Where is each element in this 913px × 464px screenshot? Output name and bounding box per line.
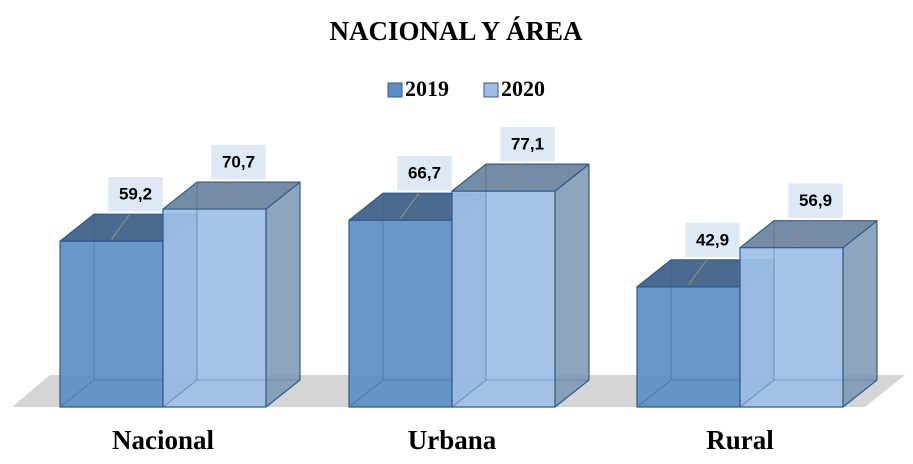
data-label: 56,9 xyxy=(799,191,832,210)
data-label-box xyxy=(683,221,742,259)
leader-line xyxy=(791,219,811,247)
leader-line xyxy=(111,212,131,240)
bar-edge xyxy=(451,379,487,408)
bar-side xyxy=(265,181,301,408)
bar xyxy=(636,286,741,408)
legend-label: 2019 xyxy=(405,76,449,101)
bar-edge xyxy=(739,379,775,408)
data-label: 59,2 xyxy=(119,185,152,204)
bar xyxy=(162,208,267,408)
data-label: 42,9 xyxy=(696,230,729,249)
data-label: 70,7 xyxy=(222,153,255,172)
data-label: 66,7 xyxy=(408,164,441,183)
bar-edge xyxy=(636,379,672,408)
data-label-box xyxy=(106,175,165,213)
bar xyxy=(348,219,453,408)
data-label-box xyxy=(209,143,268,181)
bar-side xyxy=(842,220,878,408)
x-tick-label: Rural xyxy=(706,425,774,455)
data-label-box xyxy=(786,181,845,220)
bar-side xyxy=(554,163,590,408)
bar-edge xyxy=(348,379,384,408)
data-label: 77,1 xyxy=(511,135,544,154)
leader-line xyxy=(688,258,708,286)
bar-edge xyxy=(162,379,198,408)
leader-line xyxy=(214,180,234,208)
bar xyxy=(59,240,164,408)
legend-swatch xyxy=(387,82,403,98)
x-tick-label: Nacional xyxy=(112,425,215,455)
plot: 59,2 70,7 66,7 77,1 42,9 56,9 xyxy=(59,125,878,408)
leader-line xyxy=(400,191,420,219)
data-label-box xyxy=(395,154,454,192)
bar-edge xyxy=(59,379,95,408)
chart-title: NACIONAL Y ÁREA xyxy=(329,16,583,46)
bar xyxy=(739,247,844,408)
data-label-box xyxy=(498,125,557,163)
legend-label: 2020 xyxy=(501,76,545,101)
bar xyxy=(451,190,556,408)
legend-swatch xyxy=(483,82,499,98)
leader-line xyxy=(503,162,523,190)
x-tick-label: Urbana xyxy=(408,425,497,455)
